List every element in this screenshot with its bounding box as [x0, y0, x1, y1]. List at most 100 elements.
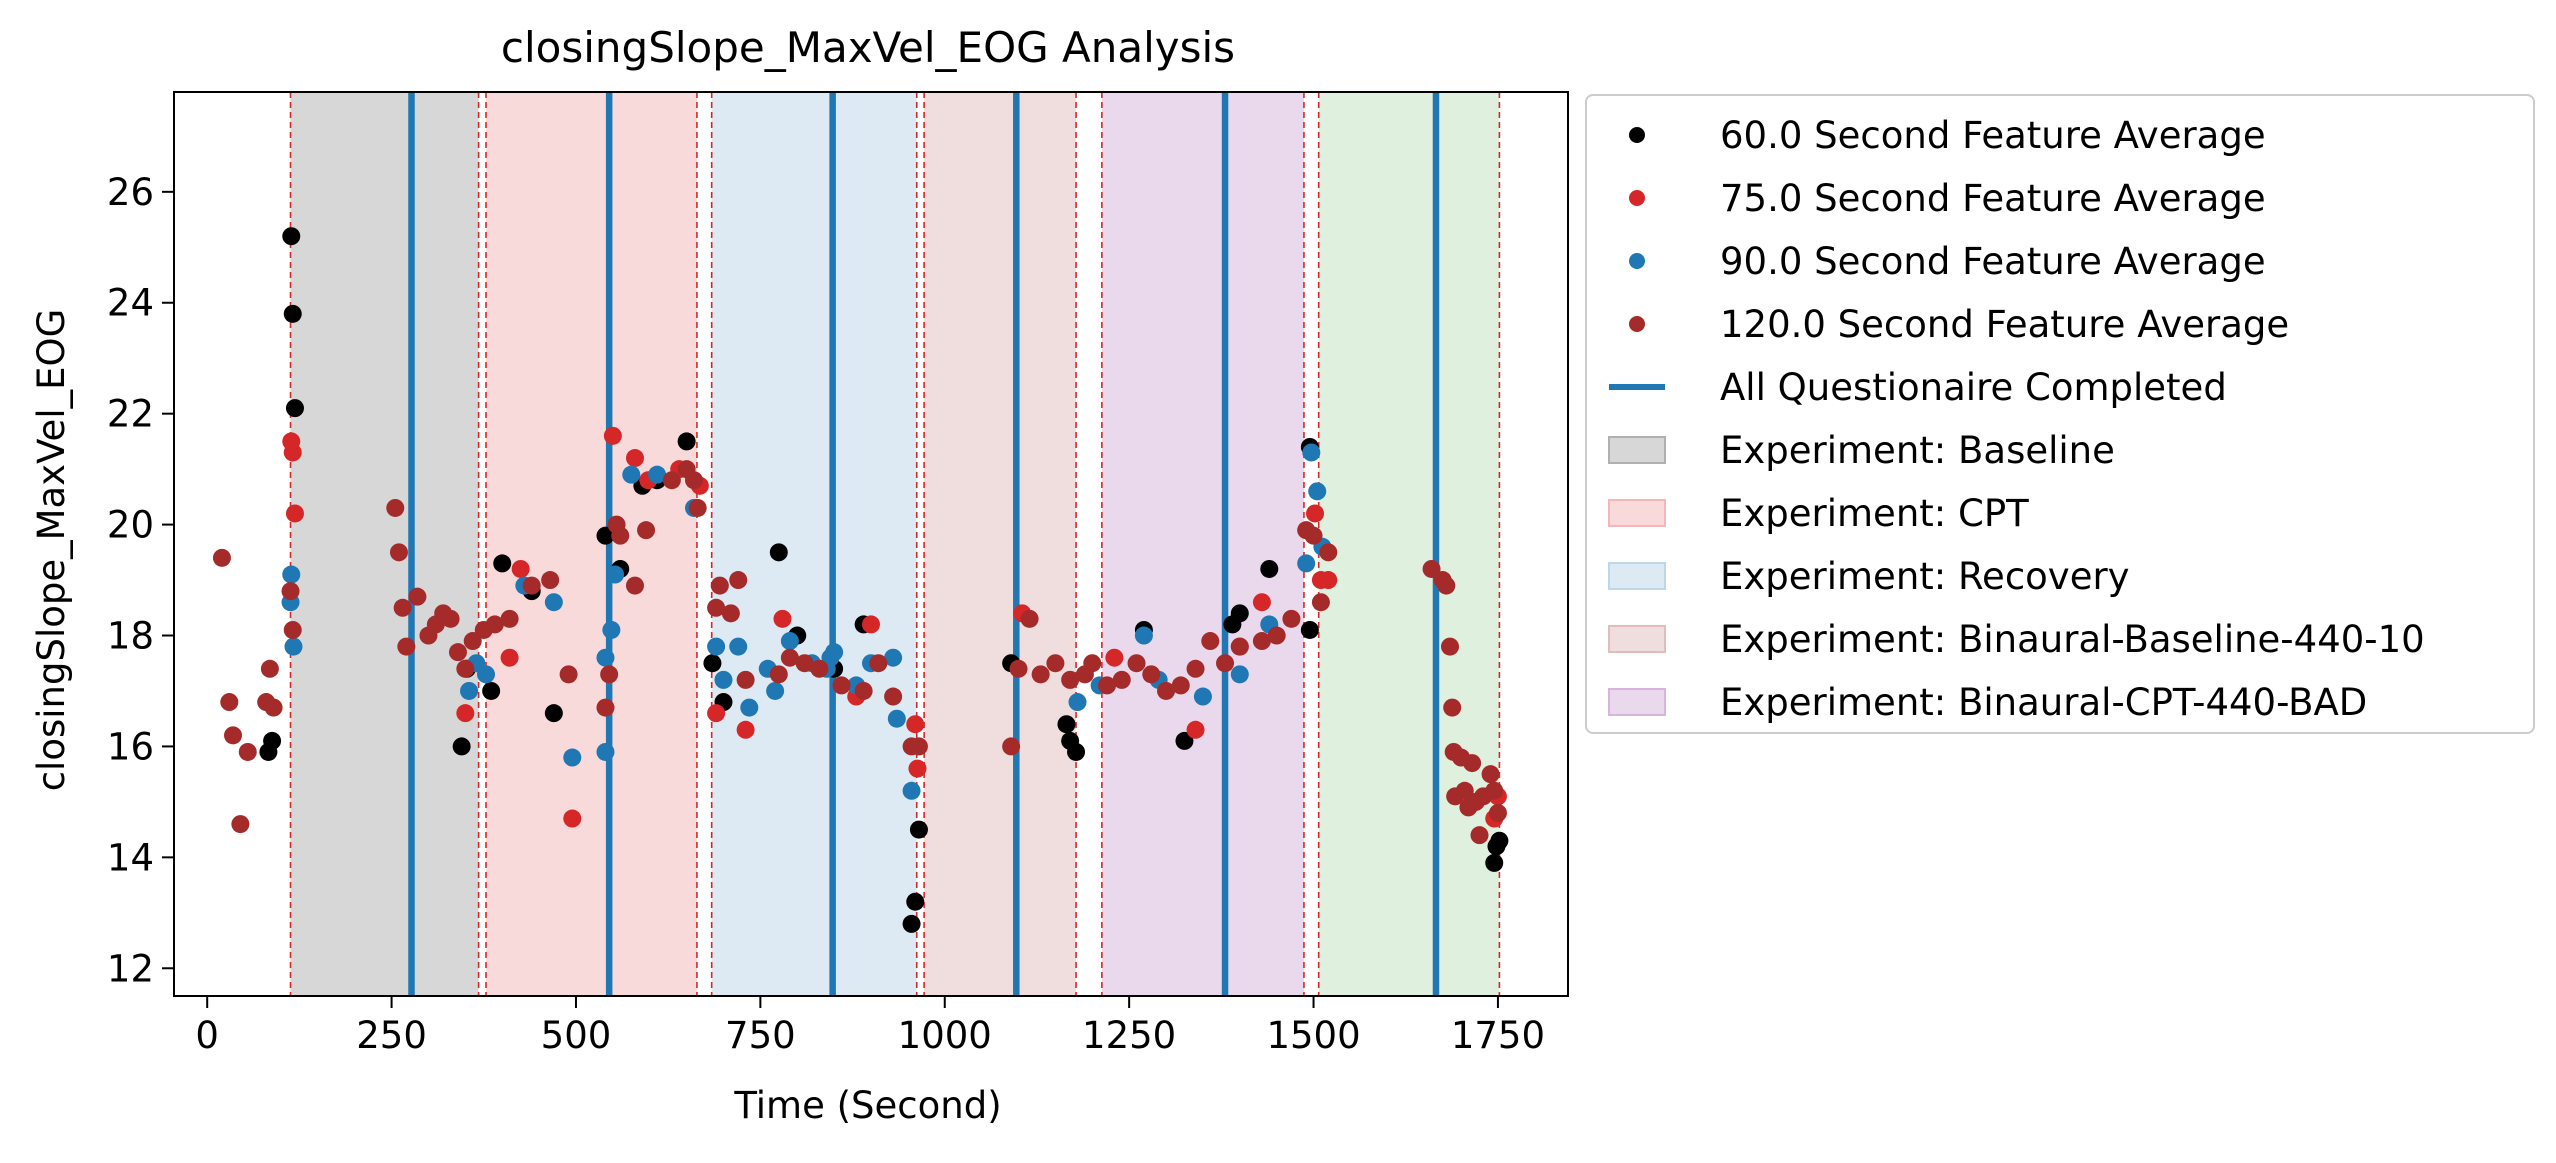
series-3-point-18 [441, 609, 460, 628]
series-0-point-34 [1300, 620, 1319, 639]
series-3-point-7 [264, 698, 283, 717]
y-axis-label: closingSlope_MaxVel_EOG [30, 309, 73, 792]
series-3-point-66 [1171, 676, 1190, 695]
series-2-point-37 [1230, 665, 1249, 684]
series-3-point-48 [854, 681, 873, 700]
y-tick-label-4: 20 [107, 504, 154, 547]
y-axis-ticks: 12 14 16 18 20 22 24 26 [107, 171, 174, 990]
series-3-point-10 [386, 498, 405, 517]
series-3-point-3 [231, 815, 250, 834]
legend-swatch [1607, 561, 1667, 591]
series-3-point-73 [1282, 609, 1301, 628]
series-1-point-18 [908, 759, 927, 778]
x-tick-label-6: 1500 [1266, 1014, 1360, 1057]
series-3-point-21 [463, 632, 482, 651]
series-1-point-16 [862, 615, 880, 634]
series-0-point-8 [493, 554, 512, 573]
series-3-point-86 [1455, 781, 1474, 800]
series-3-point-78 [1422, 559, 1441, 578]
legend-swatch [1607, 624, 1667, 654]
x-tick-label-2: 500 [541, 1014, 612, 1057]
legend-label: 75.0 Second Feature Average [1720, 177, 2266, 220]
series-2-point-16 [707, 637, 726, 656]
series-2-point-41 [1308, 482, 1327, 501]
series-0-point-32 [1230, 604, 1249, 623]
series-3-point-72 [1267, 626, 1286, 645]
series-2-point-34 [1134, 626, 1153, 645]
series-3-point-23 [485, 615, 504, 634]
series-3-point-41 [729, 571, 748, 590]
series-3-point-13 [397, 637, 416, 656]
series-1-point-5 [511, 559, 530, 578]
legend-item: Experiment: Binaural-CPT-440-BAD [1587, 673, 2533, 733]
series-3-point-80 [1437, 576, 1456, 595]
series-3-point-45 [795, 654, 814, 673]
series-3-point-20 [456, 659, 475, 678]
series-2-point-11 [602, 620, 621, 639]
series-3-point-47 [832, 676, 851, 695]
series-0-point-7 [482, 681, 501, 700]
series-3-point-65 [1157, 681, 1176, 700]
series-2-point-40 [1302, 443, 1321, 462]
series-1-point-1 [283, 443, 302, 462]
legend-label: Experiment: Binaural-CPT-440-BAD [1720, 681, 2368, 724]
legend-item: Experiment: Baseline [1587, 421, 2533, 481]
legend-swatch [1607, 372, 1667, 402]
series-3-point-32 [625, 576, 644, 595]
series-0-point-36 [1485, 853, 1504, 872]
series-3-point-39 [710, 576, 729, 595]
legend-label: Experiment: Binaural-Baseline-440-10 [1720, 618, 2425, 661]
legend-swatch [1607, 183, 1667, 213]
x-tick-label-3: 750 [725, 1014, 796, 1057]
y-tick-label-0: 12 [107, 947, 154, 990]
chart-title: closingSlope_MaxVel_EOG Analysis [501, 23, 1235, 72]
series-3-point-27 [559, 665, 578, 684]
x-tick-label-0: 0 [195, 1014, 219, 1057]
legend-item: Experiment: Recovery [1587, 547, 2533, 607]
series-0-point-30 [1175, 731, 1194, 750]
series-3-point-58 [1061, 670, 1080, 689]
series-1-point-24 [1306, 504, 1325, 523]
series-3-point-67 [1186, 659, 1205, 678]
legend-swatch [1607, 309, 1667, 339]
series-2-point-5 [476, 665, 495, 684]
series-2-point-39 [1297, 554, 1316, 573]
series-1-point-7 [603, 426, 622, 445]
x-axis-label: Time (Second) [733, 1084, 1001, 1127]
series-3-point-46 [810, 659, 829, 678]
x-tick-label-7: 1750 [1451, 1014, 1545, 1057]
series-0-point-16 [703, 654, 722, 673]
series-1-point-2 [285, 504, 304, 523]
series-2-point-12 [606, 565, 625, 584]
x-tick-label-1: 250 [356, 1014, 427, 1057]
legend-label: 120.0 Second Feature Average [1720, 303, 2290, 346]
legend: 60.0 Second Feature Average 75.0 Second F… [1585, 94, 2535, 734]
series-3-point-49 [869, 654, 888, 673]
series-3-point-94 [1488, 803, 1507, 822]
series-3-point-36 [684, 471, 703, 490]
series-0-point-24 [909, 820, 928, 839]
series-1-point-6 [563, 809, 582, 828]
series-0-point-38 [1490, 831, 1509, 850]
legend-label: Experiment: CPT [1720, 492, 2029, 535]
series-3-point-26 [541, 571, 560, 590]
experiment-band-5 [1318, 92, 1500, 996]
series-2-point-14 [648, 465, 667, 484]
series-3-point-0 [212, 548, 231, 567]
series-3-point-42 [736, 670, 755, 689]
series-0-point-26 [1057, 715, 1076, 734]
experiment-band-3 [924, 92, 1077, 996]
series-3-point-60 [1083, 654, 1102, 673]
y-tick-label-2: 16 [107, 725, 154, 768]
series-1-point-3 [456, 704, 475, 723]
legend-item: Experiment: Binaural-Baseline-440-10 [1587, 610, 2533, 670]
series-3-point-81 [1440, 637, 1459, 656]
series-3-point-63 [1127, 654, 1146, 673]
series-3-point-34 [662, 471, 681, 490]
series-3-point-28 [596, 698, 615, 717]
series-3-point-33 [637, 521, 656, 540]
series-3-point-55 [1020, 609, 1039, 628]
series-2-point-21 [766, 681, 785, 700]
